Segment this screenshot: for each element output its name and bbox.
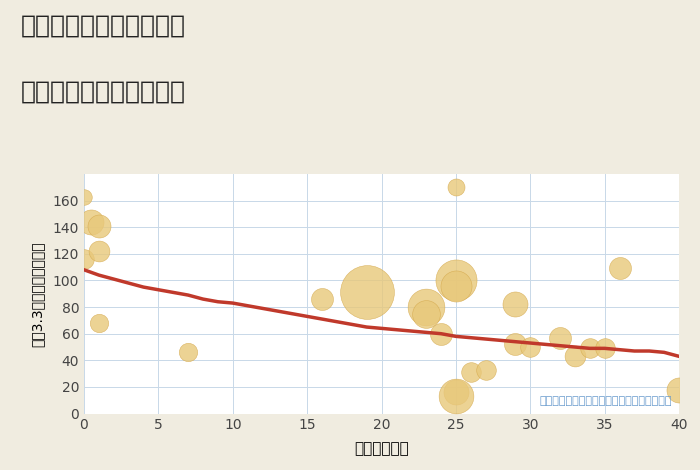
Point	[450, 392, 461, 400]
Point	[421, 303, 432, 311]
Point	[316, 295, 328, 303]
Point	[554, 334, 566, 341]
Point	[673, 386, 685, 393]
Point	[93, 319, 104, 327]
Text: 奈良県奈良市西笹鉾町の: 奈良県奈良市西笹鉾町の	[21, 14, 186, 38]
Point	[510, 301, 521, 308]
Text: 円の大きさは、取引のあった物件面積を示す: 円の大きさは、取引のあった物件面積を示す	[539, 396, 671, 406]
Point	[525, 343, 536, 351]
Point	[450, 282, 461, 290]
Text: 築年数別中古戸建て価格: 築年数別中古戸建て価格	[21, 80, 186, 104]
Point	[510, 341, 521, 348]
Point	[480, 366, 491, 373]
Point	[614, 265, 625, 272]
Y-axis label: 坪（3.3㎡）単価（万円）: 坪（3.3㎡）単価（万円）	[30, 241, 44, 346]
Point	[78, 193, 90, 200]
Point	[361, 289, 372, 296]
Point	[584, 345, 595, 352]
Point	[78, 255, 90, 263]
Point	[93, 247, 104, 255]
Point	[569, 352, 580, 360]
Point	[435, 330, 447, 337]
Point	[450, 389, 461, 396]
X-axis label: 築年数（年）: 築年数（年）	[354, 441, 409, 456]
Point	[183, 349, 194, 356]
Point	[421, 310, 432, 318]
Point	[450, 277, 461, 284]
Point	[93, 222, 104, 229]
Point	[599, 345, 610, 352]
Point	[465, 368, 476, 376]
Point	[86, 218, 97, 226]
Point	[450, 183, 461, 191]
